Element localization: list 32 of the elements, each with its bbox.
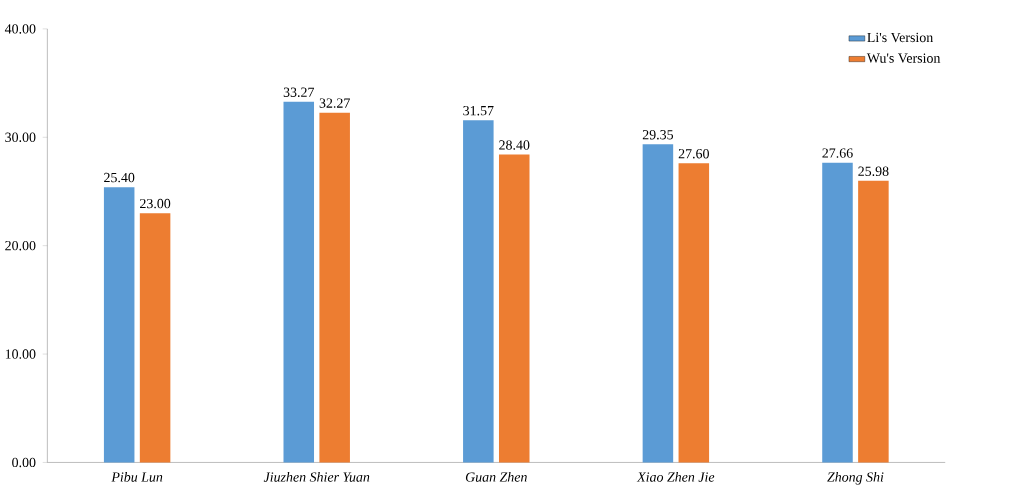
data-label: 23.00 bbox=[140, 198, 171, 209]
data-label: 28.40 bbox=[499, 140, 530, 150]
bar bbox=[283, 101, 315, 463]
bar bbox=[642, 144, 674, 463]
x-tick-label: Pibu Lun bbox=[111, 471, 163, 482]
bar bbox=[463, 120, 494, 463]
data-label: 27.66 bbox=[822, 148, 853, 158]
y-tick-label: 40.00 bbox=[4, 24, 36, 34]
bar bbox=[498, 154, 530, 463]
x-tick-label: Xiao Zhen Jie bbox=[636, 471, 715, 482]
bar bbox=[678, 163, 710, 463]
data-label: 29.35 bbox=[642, 130, 674, 140]
bar bbox=[319, 112, 350, 463]
bar bbox=[858, 180, 889, 463]
y-tick-label: 20.00 bbox=[5, 240, 36, 251]
legend-label: Wu's Version bbox=[866, 53, 941, 63]
x-tick-label: Jiuzhen Shier Yuan bbox=[263, 471, 370, 482]
data-label: 32.27 bbox=[319, 98, 350, 108]
bar bbox=[822, 162, 853, 463]
x-tick-label: Guan Zhen bbox=[465, 471, 527, 482]
bar bbox=[139, 213, 171, 463]
y-tick-label: 30.00 bbox=[5, 132, 36, 142]
data-label: 25.40 bbox=[104, 172, 135, 183]
legend-label: Li's Version bbox=[867, 32, 934, 43]
data-label: 25.98 bbox=[858, 166, 889, 176]
x-tick-label: Zhong Shi bbox=[827, 471, 884, 485]
y-tick-label: 10.00 bbox=[5, 349, 36, 359]
data-label: 33.27 bbox=[283, 87, 315, 97]
data-label: 27.60 bbox=[678, 148, 709, 159]
y-tick-label: 0.00 bbox=[12, 457, 36, 468]
bar bbox=[103, 187, 135, 463]
data-label: 31.57 bbox=[463, 105, 494, 116]
